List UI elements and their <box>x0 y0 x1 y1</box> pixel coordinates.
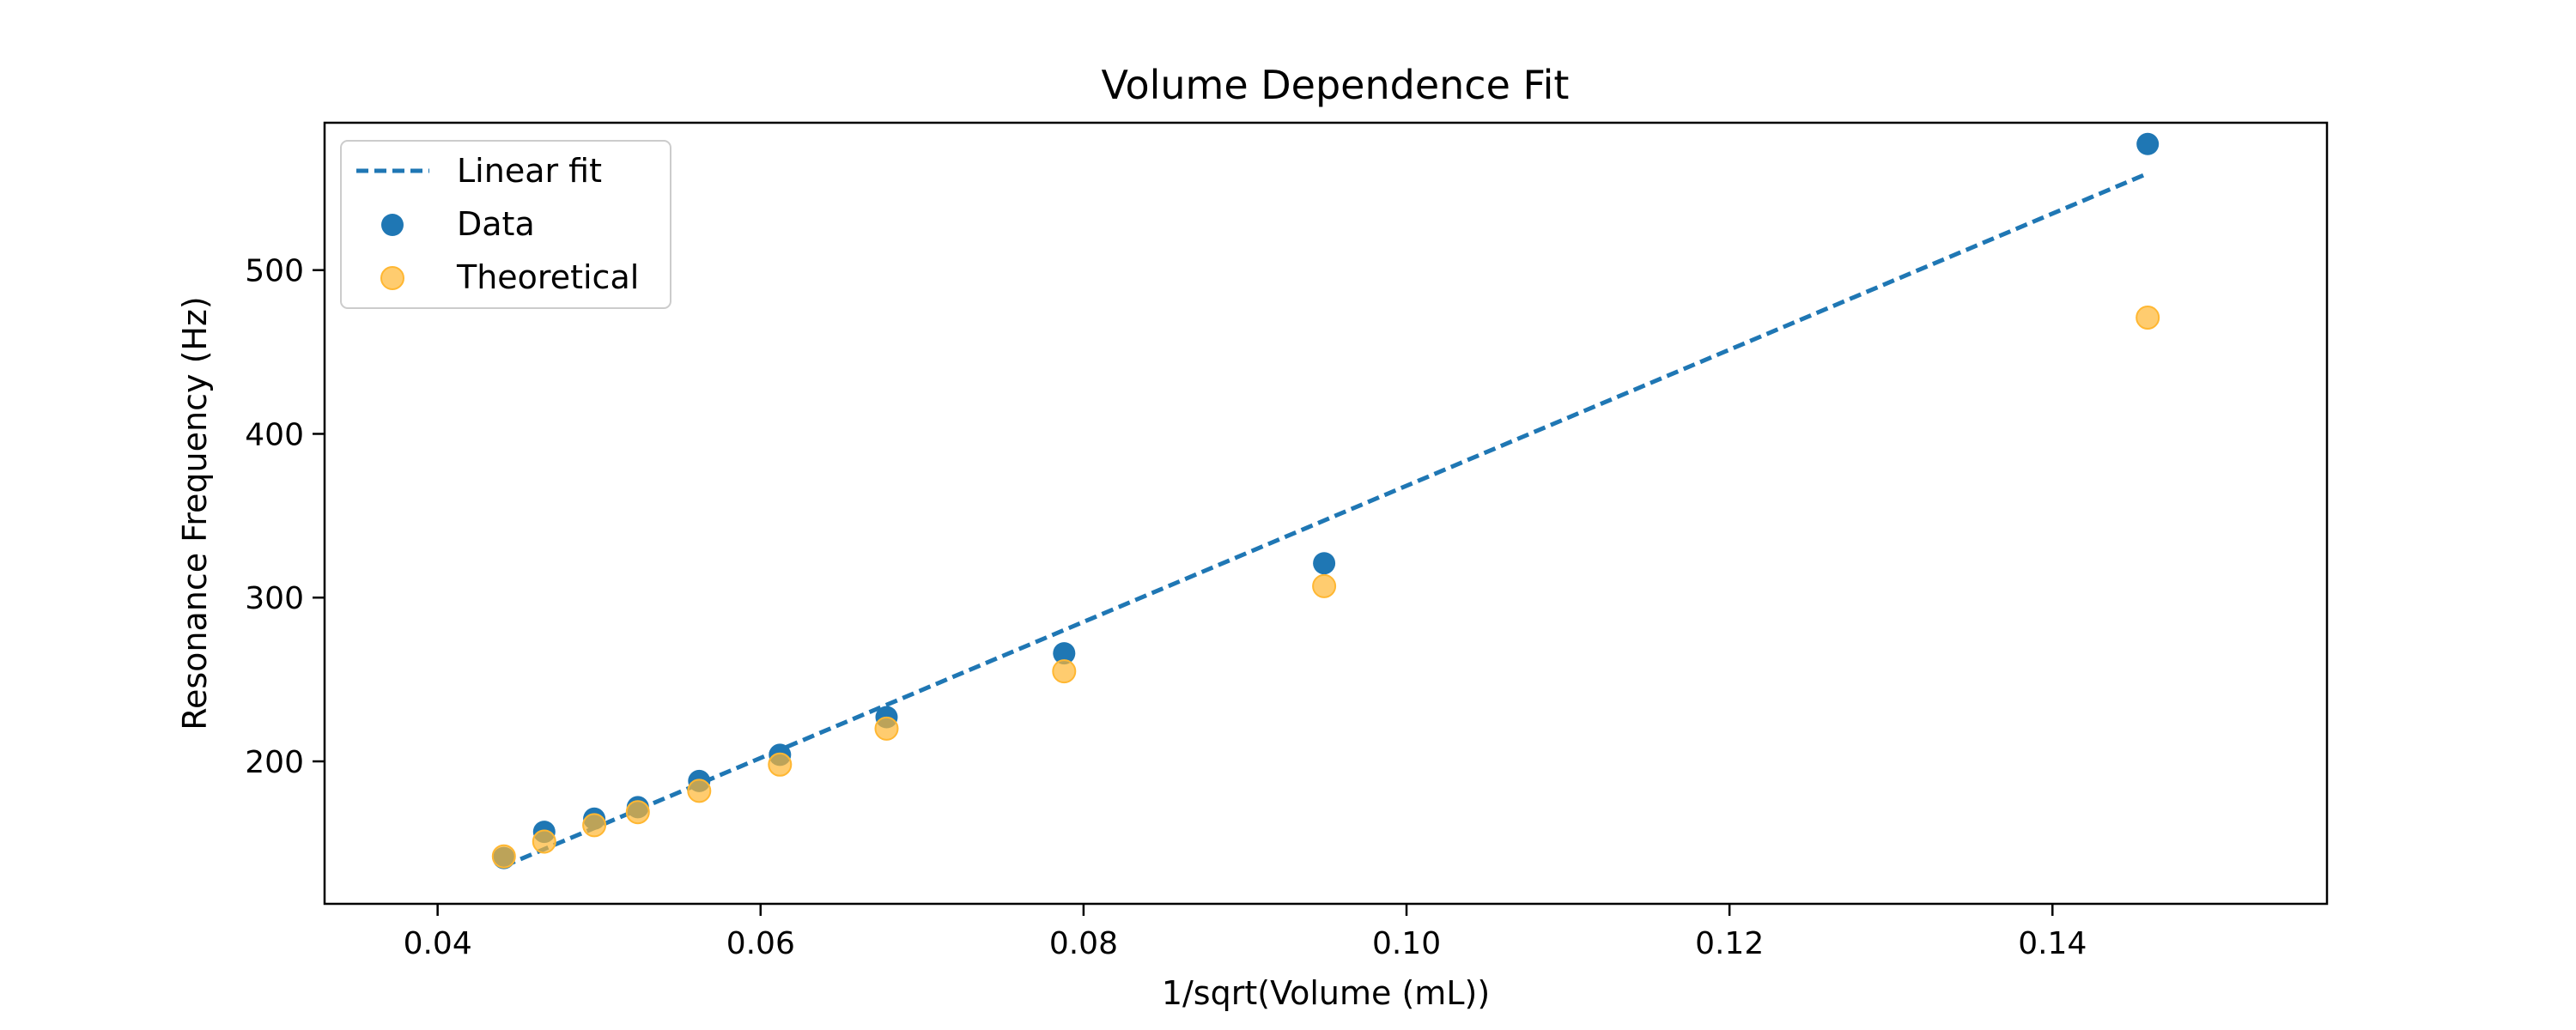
data-point <box>2136 132 2160 155</box>
legend-label-theoretical: Theoretical <box>456 258 639 296</box>
theoretical-point <box>687 779 712 803</box>
x-tick-label: 0.08 <box>1049 926 1118 961</box>
plot-frame <box>323 121 2329 906</box>
y-axis-label: Resonance Frequency (Hz) <box>176 296 214 730</box>
theoretical-point <box>532 829 556 854</box>
theoretical-point <box>625 800 650 825</box>
legend: Linear fit Data Theoretical <box>340 140 671 309</box>
theoretical-point <box>874 716 899 741</box>
legend-label-data: Data <box>457 205 535 243</box>
y-tick-label: 400 <box>245 417 304 452</box>
x-axis: 0.04 0.06 0.08 0.10 0.12 0.14 <box>404 904 2087 961</box>
y-axis: 200 300 400 500 <box>245 254 325 780</box>
legend-swatch-theoretical <box>380 266 404 290</box>
x-tick-label: 0.04 <box>404 926 472 961</box>
theoretical-point <box>1312 573 1337 598</box>
legend-box <box>340 140 671 309</box>
y-tick-label: 300 <box>245 581 304 616</box>
theoretical-point <box>582 813 607 838</box>
data-point <box>1313 552 1336 575</box>
x-tick-label: 0.06 <box>726 926 795 961</box>
theoretical-point <box>1052 659 1077 684</box>
x-tick-label: 0.12 <box>1695 926 1764 961</box>
y-tick-label: 200 <box>245 745 304 780</box>
x-tick-label: 0.10 <box>1372 926 1441 961</box>
data-point <box>1053 642 1076 665</box>
theoretical-point <box>491 844 516 869</box>
x-axis-label: 1/sqrt(Volume (mL)) <box>1162 974 1490 1012</box>
theoretical-point <box>2136 306 2160 330</box>
chart-title: Volume Dependence Fit <box>1102 62 1570 108</box>
y-tick-label: 500 <box>245 254 304 289</box>
theoretical-point <box>768 752 793 777</box>
legend-swatch-data <box>381 214 404 236</box>
plot-area <box>491 132 2160 869</box>
x-tick-label: 0.14 <box>2018 926 2087 961</box>
legend-label-linear-fit: Linear fit <box>457 152 602 190</box>
